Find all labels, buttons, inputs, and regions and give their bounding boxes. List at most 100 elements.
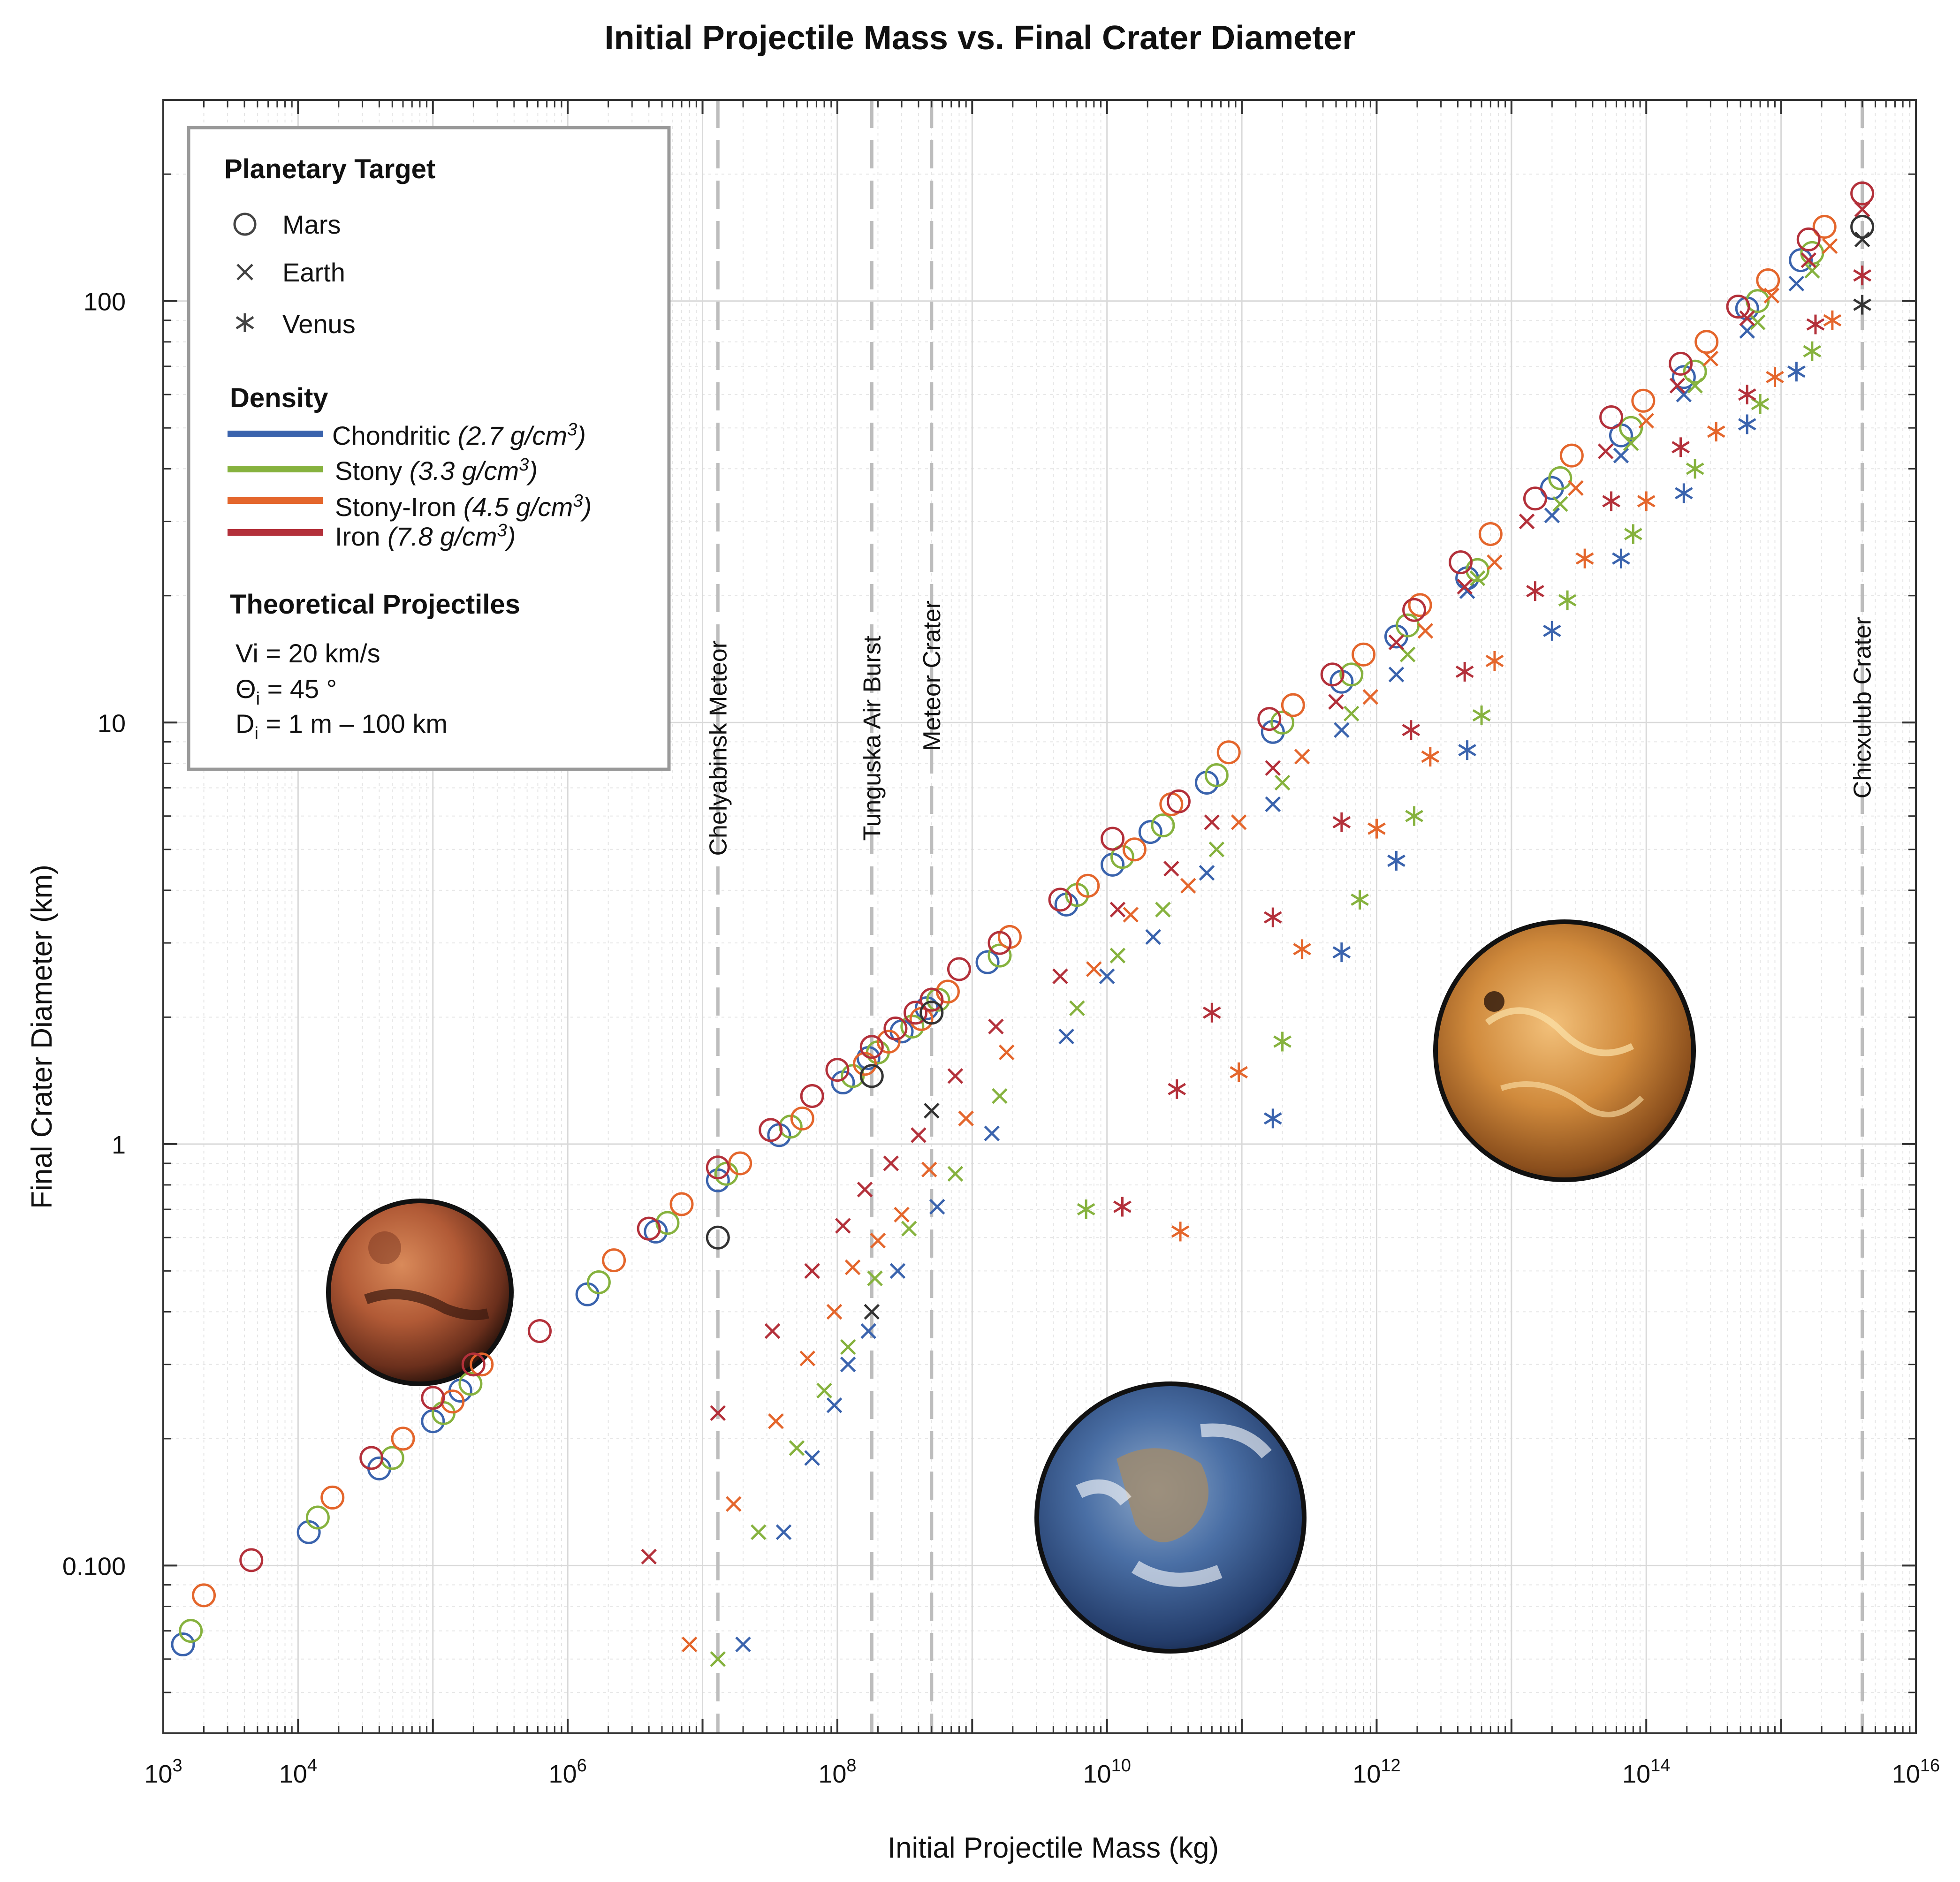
data-point-x [1069,1000,1085,1017]
data-point-asterisk [1853,266,1871,286]
data-point-asterisk [1575,548,1594,569]
data-point-circle [458,1372,483,1396]
x-stroke [1199,865,1215,881]
x-tick-label: 1010 [1083,1756,1131,1788]
data-point-x [1568,480,1584,496]
x-stroke [1417,623,1434,639]
x-stroke [1180,878,1196,894]
x-stroke [1519,513,1535,530]
data-point-x [768,1413,784,1429]
data-point-x [870,1232,886,1249]
data-point-circle [1281,693,1305,717]
event-label: Chicxulub Crater [1849,617,1876,798]
asterisk-stroke [1766,371,1784,384]
data-point-x [1519,513,1535,530]
data-point-asterisk [1077,1199,1095,1220]
data-point-x [1343,706,1360,722]
x-stroke [1469,570,1486,586]
data-point-x [860,1323,876,1339]
data-point-asterisk [1351,889,1369,910]
asterisk-stroke [1671,441,1690,454]
x-stroke [870,1232,886,1249]
event-label: Meteor Crater [919,600,946,751]
data-point-asterisk [1264,907,1282,927]
data-point-x [1457,578,1473,595]
data-point-circle [1726,295,1750,319]
data-point-asterisk [1686,459,1704,479]
data-point-circle [841,1064,865,1088]
data-point-circle [192,1583,216,1608]
data-point-circle [1669,351,1693,376]
data-point-x [1638,413,1654,429]
x-tick-label: 108 [818,1756,856,1788]
data-point-x [1163,861,1179,877]
data-point-circle [859,1035,884,1059]
data-point-asterisk [1405,806,1423,826]
x-stroke [751,1524,767,1541]
data-point-circle [1599,405,1624,429]
data-point-circle [859,1064,884,1088]
asterisk-stroke [1602,495,1620,508]
x-stroke [1597,443,1614,459]
data-point-x [1265,796,1281,812]
asterisk-stroke [1675,487,1693,500]
data-point-asterisk [1675,483,1693,503]
data-point-x [1822,238,1838,254]
data-point-x [789,1440,805,1456]
x-stroke [840,1339,856,1355]
data-point-circle [919,1001,944,1025]
x-stroke [1459,583,1475,599]
data-point-circle [1216,740,1241,765]
data-point-x [1613,448,1629,463]
x-stroke [1328,694,1344,710]
asterisk-stroke [1853,298,1871,311]
data-point-circle [1619,416,1643,440]
asterisk-stroke [1230,1066,1248,1078]
data-point-asterisk [1168,1079,1186,1099]
legend-projectiles-title: Theoretical Projectiles [230,589,520,620]
data-point-asterisk [1671,437,1690,457]
venus-image [1433,919,1696,1182]
data-point-asterisk [1171,1222,1190,1242]
data-point-asterisk [1472,705,1491,725]
asterisk-stroke [1558,594,1577,607]
event-lines: Chelyabinsk Meteor Tunguska Air Burst Mete… [705,100,1876,1733]
x-stroke [1623,435,1639,451]
data-point-circle [359,1446,384,1470]
data-point-circle [1850,214,1875,239]
x-stroke [681,1636,698,1653]
data-point-circle [1101,827,1125,851]
data-point-circle [988,943,1012,968]
data-point-x [911,1127,927,1143]
x-stroke [1399,646,1416,663]
x-stroke [901,1221,917,1237]
data-point-x [921,1161,937,1177]
x-tick-label: 1016 [1892,1756,1940,1788]
data-point-x [958,1110,974,1127]
x-stroke [789,1440,805,1456]
data-point-x [1180,878,1196,894]
legend: Planetary Target Mars Earth Venus Densit… [187,126,671,771]
asterisk-stroke [1421,750,1440,763]
x-stroke [992,1088,1008,1104]
data-point-circle [320,1485,345,1510]
data-point-circle [825,1058,850,1082]
data-point-asterisk [1624,524,1642,544]
asterisk-stroke [1273,1035,1291,1048]
x-stroke [1274,774,1291,791]
data-point-circle [1402,598,1427,622]
data-point-x [710,1651,726,1667]
x-stroke [1669,378,1686,394]
data-point-asterisk [1273,1032,1291,1052]
y-axis-label: Final Crater Diameter (km) [26,865,58,1209]
data-point-x [1804,263,1820,279]
x-tick-label: 104 [279,1756,317,1788]
data-point-x [681,1636,698,1653]
data-point-circle [1261,720,1285,744]
data-point-x [1058,1028,1074,1045]
asterisk-stroke [1293,943,1311,956]
legend-target-earth: Earth [282,258,345,287]
data-point-x [751,1524,767,1541]
x-axis-label: Initial Projectile Mass (kg) [888,1832,1219,1864]
x-stroke [1613,448,1629,463]
